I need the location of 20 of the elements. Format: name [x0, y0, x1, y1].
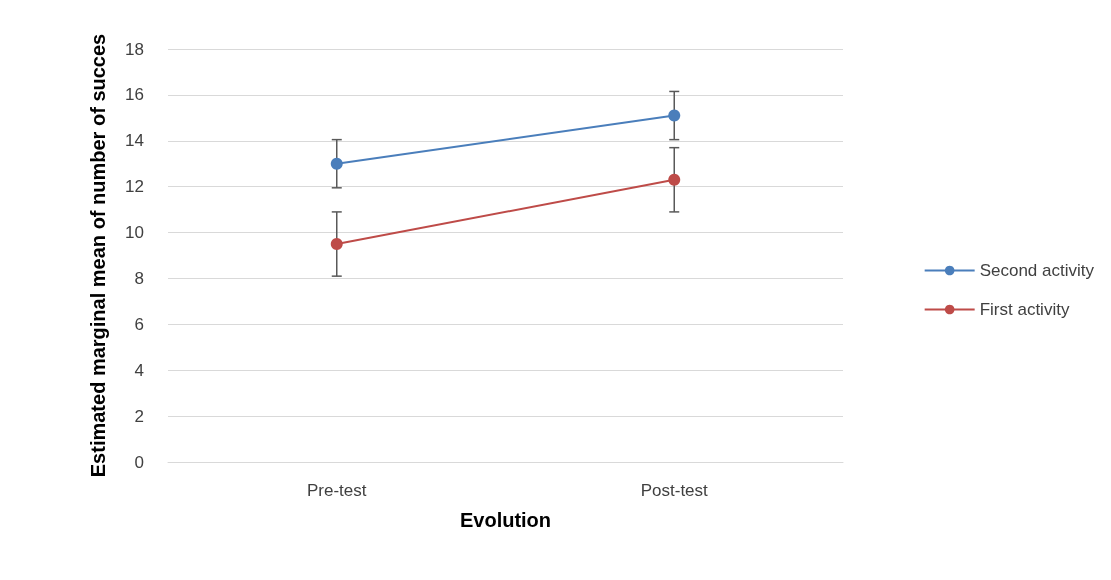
y-tick-label: 0	[134, 452, 144, 472]
legend-label: Second activity	[979, 261, 1095, 280]
y-tick-label: 18	[125, 39, 144, 59]
x-axis-title: Evolution	[459, 509, 552, 531]
point	[668, 173, 681, 186]
y-tick-label: 8	[134, 268, 144, 288]
point	[668, 109, 681, 122]
point	[330, 157, 343, 170]
y-tick-label: 16	[125, 85, 144, 105]
y-tick-label: 4	[134, 360, 144, 380]
legend-label: First activity	[979, 300, 1070, 319]
x-tick-label: Post-test	[640, 481, 709, 500]
y-tick-label: 10	[125, 223, 144, 243]
point	[330, 238, 343, 251]
y-tick-label: 14	[125, 131, 144, 151]
x-tick-label: Pre-test	[306, 481, 367, 500]
y-tick-label: 12	[125, 177, 144, 197]
y-tick-label: 2	[134, 406, 144, 426]
y-axis-title: Estimated marginal mean of number of succes	[87, 33, 109, 478]
y-tick-label: 6	[134, 314, 144, 334]
